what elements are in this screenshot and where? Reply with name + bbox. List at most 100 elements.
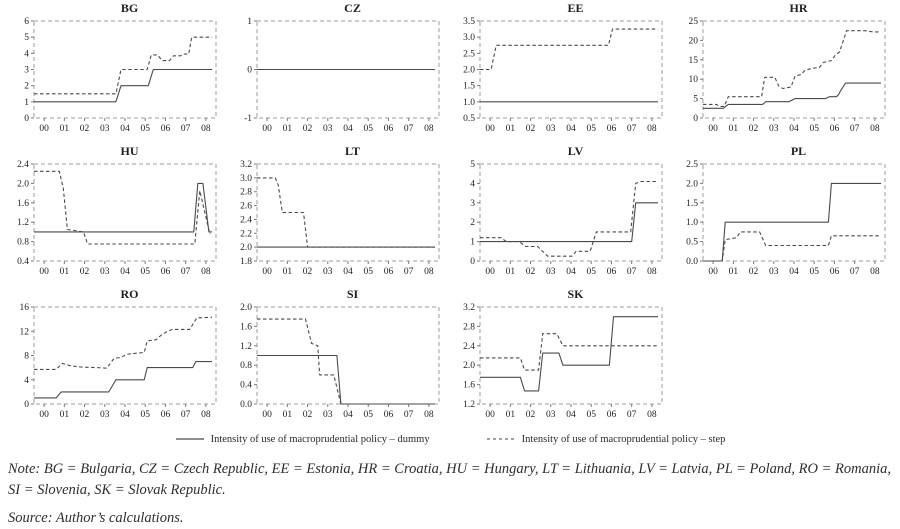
svg-text:4: 4 <box>470 179 475 189</box>
figure-notes: Note: BG = Bulgaria, CZ = Czech Republic… <box>8 459 892 529</box>
chart-panel-pl: PL 0.0 0.5 1.0 1.5 2.0 2.5 00 01 02 03 04 05 06 07 08 <box>673 145 896 284</box>
chart-panel-ro: RO 0 4 8 12 16 00 01 02 03 04 05 06 07 08 <box>4 288 227 427</box>
chart-plot-sk: 1.2 1.6 2.0 2.4 2.8 3.2 00 01 02 03 04 05 06 07 08 <box>463 303 663 420</box>
svg-text:02: 02 <box>526 267 536 277</box>
svg-text:0.0: 0.0 <box>240 400 252 410</box>
svg-text:02: 02 <box>303 410 313 420</box>
svg-text:1.2: 1.2 <box>240 342 252 352</box>
svg-text:03: 03 <box>323 267 333 277</box>
svg-text:00: 00 <box>39 267 49 277</box>
svg-text:01: 01 <box>506 124 516 134</box>
chart-panel-ee: EE 0.5 1.0 1.5 2.0 2.5 3.0 3.5 00 01 02 03 04 05 06 07… <box>450 2 673 141</box>
svg-text:1.5: 1.5 <box>463 82 475 92</box>
chart-plot-pl: 0.0 0.5 1.0 1.5 2.0 2.5 00 01 02 03 04 05 06 07 08 <box>686 160 886 277</box>
svg-text:03: 03 <box>323 124 333 134</box>
svg-text:1.6: 1.6 <box>17 199 29 209</box>
svg-text:6: 6 <box>24 17 29 27</box>
svg-text:06: 06 <box>384 410 394 420</box>
svg-text:08: 08 <box>201 267 211 277</box>
svg-text:2.8: 2.8 <box>463 322 475 332</box>
svg-text:08: 08 <box>201 410 211 420</box>
legend: Intensity of use of macroprudential poli… <box>4 431 896 447</box>
svg-text:3.0: 3.0 <box>463 33 475 43</box>
svg-text:08: 08 <box>424 410 434 420</box>
svg-text:05: 05 <box>363 124 373 134</box>
svg-text:05: 05 <box>140 410 150 420</box>
svg-text:4: 4 <box>24 49 29 59</box>
svg-text:06: 06 <box>161 124 171 134</box>
svg-text:01: 01 <box>729 267 739 277</box>
svg-text:06: 06 <box>384 267 394 277</box>
svg-text:04: 04 <box>343 124 353 134</box>
legend-label: Intensity of use of macroprudential poli… <box>521 433 726 445</box>
chart-plot-si: 0.0 0.4 0.8 1.2 1.6 2.0 00 01 02 03 04 05 06 07 08 <box>240 303 440 420</box>
svg-text:06: 06 <box>384 124 394 134</box>
svg-text:0.4: 0.4 <box>17 257 29 267</box>
svg-text:04: 04 <box>120 124 130 134</box>
svg-text:01: 01 <box>283 124 293 134</box>
svg-text:00: 00 <box>262 267 272 277</box>
svg-text:07: 07 <box>181 267 191 277</box>
svg-text:0.0: 0.0 <box>686 257 698 267</box>
svg-text:05: 05 <box>586 124 596 134</box>
svg-text:2.0: 2.0 <box>686 179 698 189</box>
svg-text:07: 07 <box>181 124 191 134</box>
chart-panel-bg: BG 0 1 2 3 4 5 6 00 01 02 03 04 05 06 07 08 <box>4 2 227 141</box>
svg-text:5: 5 <box>24 33 29 43</box>
chart-title: PL <box>790 144 807 158</box>
svg-text:03: 03 <box>769 267 779 277</box>
svg-text:1.6: 1.6 <box>240 322 252 332</box>
svg-text:2.5: 2.5 <box>463 49 475 59</box>
svg-text:01: 01 <box>506 267 516 277</box>
chart-panel-lv: LV 0 1 2 3 4 5 00 01 02 03 04 05 06 07 08 <box>450 145 673 284</box>
svg-text:00: 00 <box>262 410 272 420</box>
svg-text:03: 03 <box>769 124 779 134</box>
svg-text:3.2: 3.2 <box>240 160 252 170</box>
svg-text:1.0: 1.0 <box>463 98 475 108</box>
svg-text:07: 07 <box>404 267 414 277</box>
svg-text:02: 02 <box>526 410 536 420</box>
chart-panel-si: SI 0.0 0.4 0.8 1.2 1.6 2.0 00 01 02 03 04 05 06 07 08 <box>227 288 450 427</box>
svg-text:2.0: 2.0 <box>463 361 475 371</box>
svg-text:05: 05 <box>140 267 150 277</box>
svg-text:00: 00 <box>708 267 718 277</box>
svg-text:07: 07 <box>850 124 860 134</box>
svg-text:2.8: 2.8 <box>240 188 252 198</box>
svg-text:08: 08 <box>870 267 880 277</box>
svg-text:1.6: 1.6 <box>463 381 475 391</box>
svg-text:00: 00 <box>262 124 272 134</box>
svg-text:2.0: 2.0 <box>240 243 252 253</box>
svg-text:08: 08 <box>870 124 880 134</box>
chart-title: EE <box>567 1 584 15</box>
svg-text:2.4: 2.4 <box>240 215 252 225</box>
chart-panel-sk: SK 1.2 1.6 2.0 2.4 2.8 3.2 00 01 02 03 04 05 06 07 08 <box>450 288 673 427</box>
svg-text:08: 08 <box>647 410 657 420</box>
svg-text:00: 00 <box>485 410 495 420</box>
svg-text:2.4: 2.4 <box>17 160 29 170</box>
chart-plot-lt: 1.8 2.0 2.2 2.4 2.6 2.8 3.0 3.2 00 01 02 03 04 05 06 07… <box>240 160 440 277</box>
svg-text:00: 00 <box>485 124 495 134</box>
svg-text:00: 00 <box>39 124 49 134</box>
svg-text:1.5: 1.5 <box>686 199 698 209</box>
svg-text:01: 01 <box>60 410 70 420</box>
svg-text:01: 01 <box>60 267 70 277</box>
chart-plot-ee: 0.5 1.0 1.5 2.0 2.5 3.0 3.5 00 01 02 03 04 05 06 07 08 <box>463 17 663 134</box>
svg-text:10: 10 <box>689 75 699 85</box>
svg-text:07: 07 <box>627 124 637 134</box>
svg-text:01: 01 <box>60 124 70 134</box>
svg-text:04: 04 <box>120 410 130 420</box>
svg-text:06: 06 <box>607 267 617 277</box>
svg-text:07: 07 <box>850 267 860 277</box>
svg-text:06: 06 <box>607 124 617 134</box>
svg-text:04: 04 <box>789 267 799 277</box>
legend-label: Intensity of use of macroprudential poli… <box>210 433 430 445</box>
svg-text:01: 01 <box>283 267 293 277</box>
svg-text:04: 04 <box>566 124 576 134</box>
svg-text:04: 04 <box>120 267 130 277</box>
svg-text:1: 1 <box>470 238 475 248</box>
svg-text:5: 5 <box>693 95 698 105</box>
dashed-line-icon <box>486 438 515 440</box>
